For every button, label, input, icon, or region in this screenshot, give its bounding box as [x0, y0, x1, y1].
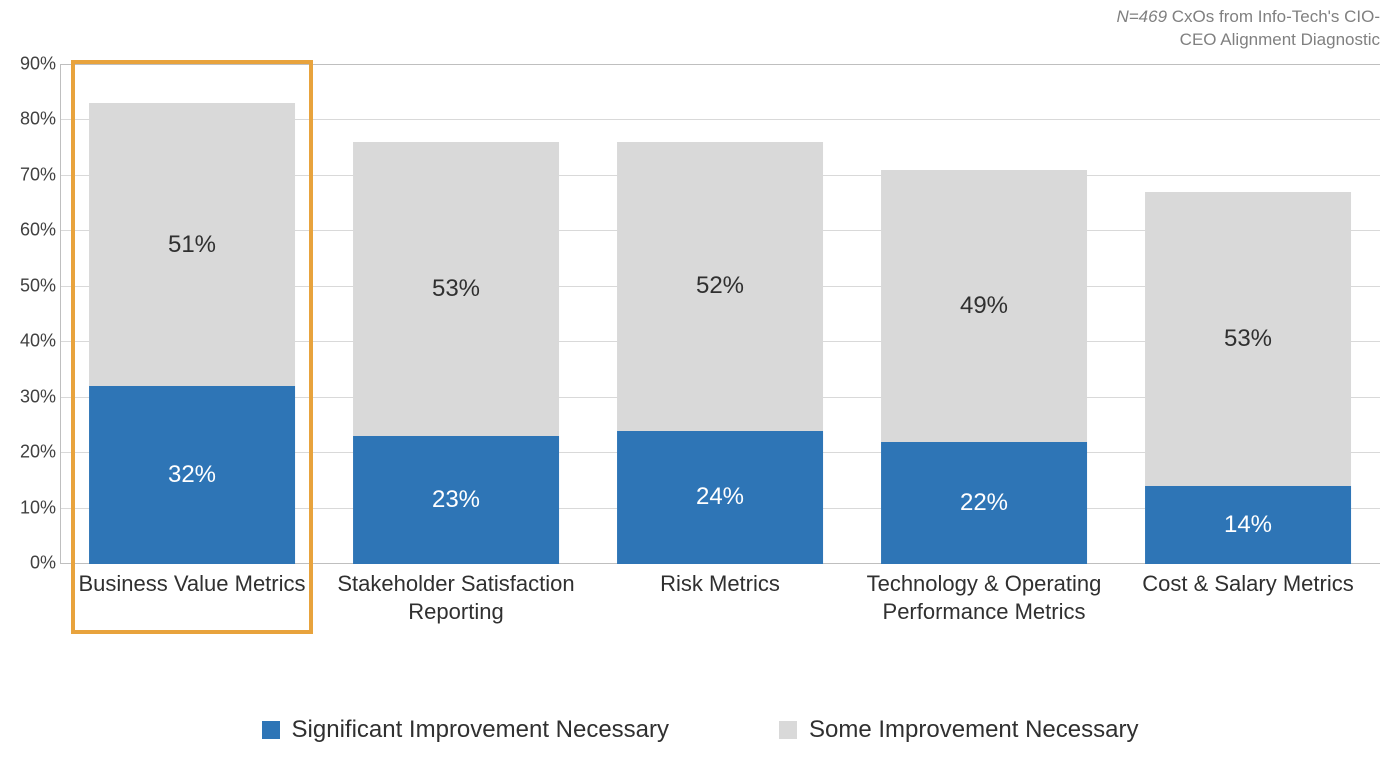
- y-tick-label: 80%: [6, 109, 56, 130]
- caption-line1-rest: CxOs from Info-Tech's CIO-: [1167, 7, 1380, 26]
- y-tick-label: 10%: [6, 497, 56, 518]
- bar-segment-some: 49%: [881, 170, 1087, 442]
- legend-label-significant: Significant Improvement Necessary: [292, 716, 669, 744]
- stacked-bar-chart: 0%10%20%30%40%50%60%70%80%90% 51%32%53%2…: [60, 64, 1380, 564]
- y-tick-label: 90%: [6, 54, 56, 75]
- x-axis-label: Risk Metrics: [588, 570, 852, 625]
- bar-slot: 52%24%: [588, 64, 852, 564]
- bar: 49%22%: [881, 170, 1087, 564]
- bar-slot: 51%32%: [60, 64, 324, 564]
- y-tick-label: 30%: [6, 386, 56, 407]
- x-axis-label: Technology & Operating Performance Metri…: [852, 570, 1116, 625]
- y-tick-label: 60%: [6, 220, 56, 241]
- legend-item-some: Some Improvement Necessary: [779, 716, 1138, 744]
- bar-segment-significant: 22%: [881, 442, 1087, 564]
- x-axis-label: Cost & Salary Metrics: [1116, 570, 1380, 625]
- caption-line2: CEO Alignment Diagnostic: [1180, 30, 1380, 49]
- y-tick-label: 50%: [6, 275, 56, 296]
- chart-caption: N=469 CxOs from Info-Tech's CIO- CEO Ali…: [1116, 6, 1380, 52]
- legend-swatch-some: [779, 721, 797, 739]
- bar-segment-some: 52%: [617, 142, 823, 431]
- x-axis-label: Business Value Metrics: [60, 570, 324, 625]
- bar-segment-significant: 14%: [1145, 486, 1351, 564]
- bar: 51%32%: [89, 103, 295, 564]
- legend-swatch-significant: [262, 721, 280, 739]
- x-axis-labels: Business Value MetricsStakeholder Satisf…: [60, 570, 1380, 625]
- caption-sample-size: N=469: [1116, 7, 1167, 26]
- x-axis-label: Stakeholder Satisfaction Reporting: [324, 570, 588, 625]
- y-tick-label: 40%: [6, 331, 56, 352]
- legend-item-significant: Significant Improvement Necessary: [262, 716, 669, 744]
- y-tick-label: 20%: [6, 442, 56, 463]
- bar-segment-significant: 24%: [617, 431, 823, 564]
- bar: 53%23%: [353, 142, 559, 564]
- bar-segment-some: 53%: [353, 142, 559, 436]
- bar-slot: 49%22%: [852, 64, 1116, 564]
- bar-slot: 53%14%: [1116, 64, 1380, 564]
- bar-segment-significant: 23%: [353, 436, 559, 564]
- bar-segment-some: 51%: [89, 103, 295, 386]
- legend-label-some: Some Improvement Necessary: [809, 716, 1138, 744]
- y-tick-label: 0%: [6, 553, 56, 574]
- bar: 53%14%: [1145, 192, 1351, 564]
- bar-segment-some: 53%: [1145, 192, 1351, 486]
- bar-segment-significant: 32%: [89, 386, 295, 564]
- chart-legend: Significant Improvement Necessary Some I…: [0, 716, 1400, 744]
- y-tick-label: 70%: [6, 164, 56, 185]
- bar-slot: 53%23%: [324, 64, 588, 564]
- bar: 52%24%: [617, 142, 823, 564]
- bars-container: 51%32%53%23%52%24%49%22%53%14%: [60, 64, 1380, 564]
